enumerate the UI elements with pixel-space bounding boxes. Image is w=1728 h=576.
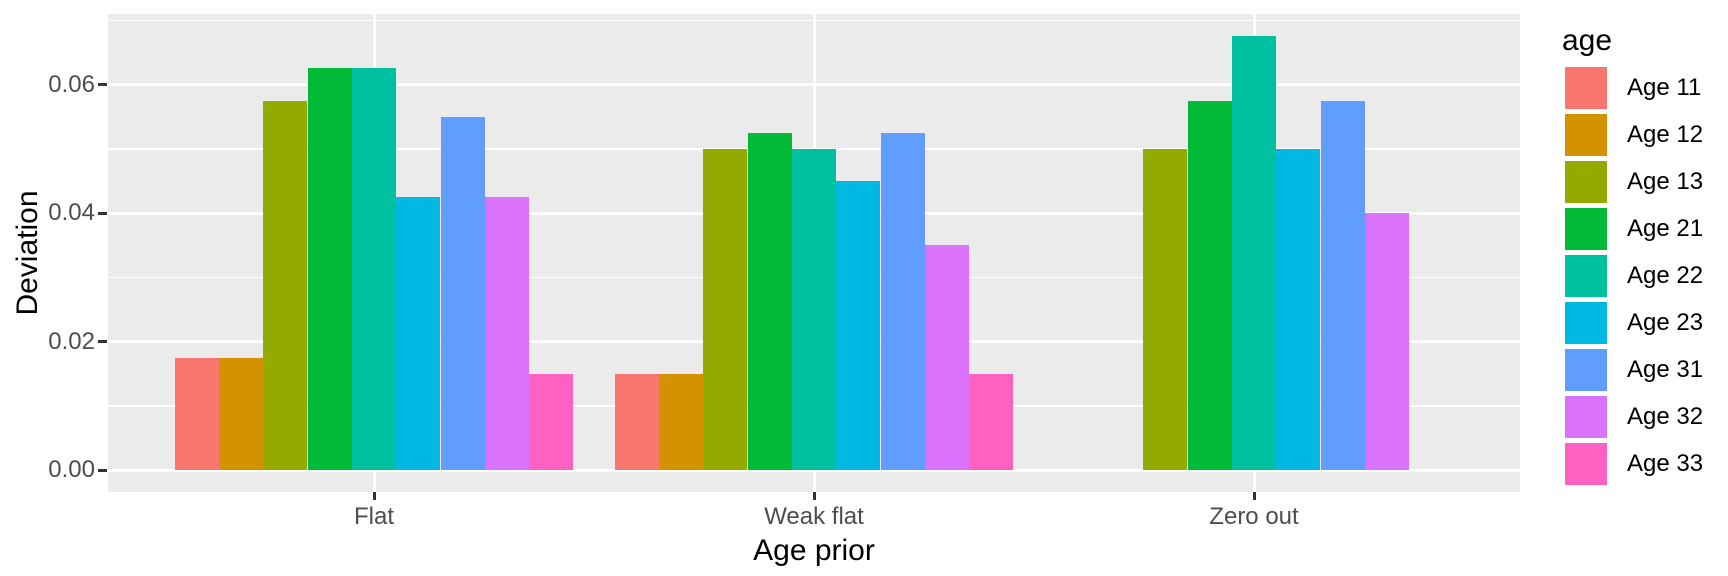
legend-item-label: Age 31 xyxy=(1627,356,1704,383)
bar xyxy=(263,100,308,470)
legend-item: Age 23 xyxy=(1560,302,1703,344)
legend-item-label: Age 33 xyxy=(1627,450,1704,477)
gridline-major xyxy=(108,83,1520,86)
bar xyxy=(969,373,1014,470)
bar xyxy=(396,196,441,470)
x-tick-label: Zero out xyxy=(1209,503,1299,530)
legend-item-label: Age 23 xyxy=(1627,309,1704,336)
bar xyxy=(1187,100,1232,470)
y-tick-label: 0.02 xyxy=(48,327,95,355)
legend-item-label: Age 13 xyxy=(1627,168,1704,195)
bar xyxy=(529,373,574,470)
legend-item: Age 13 xyxy=(1560,161,1703,203)
gridline-minor xyxy=(108,19,1520,21)
legend-item-label: Age 32 xyxy=(1627,403,1704,430)
y-tick-label: 0.06 xyxy=(48,70,95,98)
x-axis-title: Age prior xyxy=(753,534,875,567)
x-tick-mark xyxy=(372,492,376,500)
x-tick-label: Flat xyxy=(353,503,395,530)
bar xyxy=(484,196,530,470)
bar xyxy=(440,116,485,470)
bar xyxy=(791,148,837,470)
bar xyxy=(747,132,792,470)
bar xyxy=(1231,36,1277,470)
legend: age Age 11 Age 12 Age 13 Age 21 Age 22 Age 23… xyxy=(1560,24,1703,490)
legend-item: Age 11 xyxy=(1560,67,1703,109)
y-tick-mark xyxy=(98,468,107,472)
bar xyxy=(658,373,704,470)
legend-key-swatch xyxy=(1565,396,1607,438)
bar xyxy=(174,357,219,470)
bar xyxy=(614,373,659,470)
legend-key-swatch xyxy=(1565,302,1607,344)
legend-key-swatch xyxy=(1565,255,1607,297)
legend-item: Age 21 xyxy=(1560,208,1703,250)
bar xyxy=(1143,148,1188,470)
y-tick-mark xyxy=(98,211,107,215)
y-tick-mark xyxy=(98,83,107,86)
legend-items: Age 11 Age 12 Age 13 Age 21 Age 22 Age 23 Age … xyxy=(1560,67,1703,485)
legend-item: Age 31 xyxy=(1560,349,1703,391)
legend-key-swatch xyxy=(1565,114,1607,156)
legend-key-swatch xyxy=(1565,349,1607,391)
legend-title: age xyxy=(1562,24,1613,57)
legend-item-label: Age 22 xyxy=(1627,262,1704,289)
bar xyxy=(351,68,397,470)
legend-item-label: Age 21 xyxy=(1627,215,1704,242)
legend-key-swatch xyxy=(1565,208,1607,250)
y-tick-label: 0.00 xyxy=(48,456,95,483)
legend-item: Age 33 xyxy=(1560,443,1703,485)
x-tick-mark xyxy=(1252,492,1256,500)
x-tick-mark xyxy=(812,492,816,500)
legend-key-swatch xyxy=(1565,161,1607,203)
legend-key-swatch xyxy=(1565,67,1607,109)
legend-item-label: Age 12 xyxy=(1627,121,1704,148)
legend-key-swatch xyxy=(1565,443,1607,485)
y-tick-mark xyxy=(98,340,107,343)
gridline-major xyxy=(108,468,1520,472)
bar xyxy=(703,148,748,470)
bar xyxy=(1320,100,1365,470)
bar xyxy=(218,357,264,470)
bar xyxy=(1364,213,1410,470)
bar xyxy=(880,132,925,470)
bar xyxy=(307,68,352,470)
bar xyxy=(836,180,881,470)
legend-item-label: Age 11 xyxy=(1627,74,1702,101)
legend-item: Age 12 xyxy=(1560,114,1703,156)
plot-panel xyxy=(108,14,1520,492)
legend-item: Age 22 xyxy=(1560,255,1703,297)
y-tick-label: 0.04 xyxy=(48,199,95,226)
legend-item: Age 32 xyxy=(1560,396,1703,438)
bar xyxy=(1276,148,1321,470)
bar xyxy=(924,245,970,470)
x-tick-label: Weak flat xyxy=(764,503,864,530)
